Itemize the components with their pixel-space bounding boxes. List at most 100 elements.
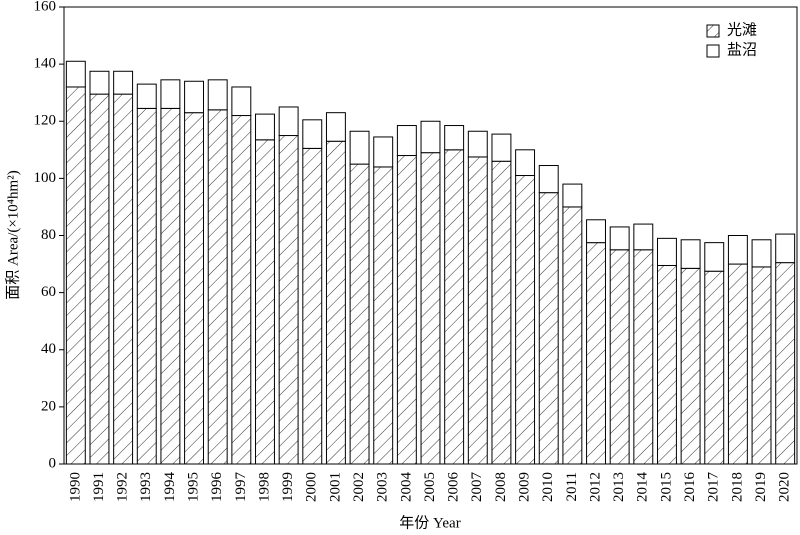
- bar-segment: [207, 79, 228, 111]
- bar-segment: [562, 206, 583, 465]
- bar-segment: [113, 93, 134, 465]
- bar-segment: [680, 267, 701, 465]
- y-tick-label: 140: [34, 56, 57, 72]
- bar-segment: [727, 263, 748, 465]
- bar-segment: [633, 223, 654, 251]
- bar-segment: [775, 233, 796, 264]
- bar-segment: [727, 235, 748, 265]
- bar-segment: [255, 113, 275, 141]
- x-tick-label: 2014: [635, 472, 651, 503]
- y-tick-label: 120: [34, 113, 57, 129]
- x-tick-label: 2019: [753, 472, 769, 502]
- bar-segment: [349, 130, 370, 165]
- bar-segment: [278, 135, 299, 465]
- bar-segment: [586, 219, 606, 244]
- bar-segment: [467, 130, 488, 158]
- x-tick-label: 1998: [256, 472, 272, 502]
- legend-label: 光滩: [727, 21, 757, 38]
- x-tick-label: 2016: [682, 472, 698, 503]
- bar-segment: [467, 156, 488, 465]
- bar-segment: [751, 266, 772, 465]
- bar-segment: [373, 136, 394, 168]
- x-tick-label: 1993: [138, 472, 154, 502]
- bar-segment: [491, 160, 512, 465]
- bar-segment: [562, 183, 583, 208]
- x-tick-label: 2011: [564, 472, 580, 501]
- x-tick-label: 1991: [91, 472, 107, 502]
- x-tick-label: 2006: [446, 472, 462, 503]
- bar-segment: [255, 139, 275, 465]
- x-tick-label: 2001: [327, 472, 343, 502]
- bar-segment: [609, 249, 630, 465]
- y-tick-label: 0: [49, 455, 57, 471]
- bar-segment: [444, 125, 465, 151]
- bar-segment: [89, 93, 110, 465]
- bar-segment: [231, 115, 252, 465]
- x-tick-label: 2017: [706, 472, 722, 503]
- bar-segment: [656, 264, 677, 465]
- y-tick-label: 60: [41, 284, 56, 300]
- y-axis-title: 面积 Area/(×10⁴hm²): [4, 170, 21, 299]
- bar-segment: [775, 262, 796, 465]
- bar-segment: [420, 152, 441, 465]
- x-tick-label: 1997: [233, 472, 249, 503]
- x-tick-label: 2008: [493, 472, 509, 502]
- x-tick-label: 2020: [777, 472, 793, 502]
- x-tick-label: 2015: [658, 472, 674, 502]
- bar-segment: [396, 155, 417, 465]
- legend-swatch: [706, 44, 720, 58]
- bar-segment: [184, 80, 205, 114]
- bar-segment: [160, 79, 181, 109]
- bar-segment: [680, 239, 701, 269]
- x-tick-label: 2004: [398, 472, 414, 503]
- bar-segment: [302, 119, 323, 149]
- y-tick-label: 40: [41, 341, 56, 357]
- bar-segment: [420, 120, 441, 154]
- legend-label: 盐沼: [727, 41, 757, 58]
- x-tick-label: 2013: [611, 472, 627, 502]
- x-tick-label: 1999: [280, 472, 296, 502]
- x-tick-label: 1996: [209, 472, 225, 503]
- x-tick-label: 2009: [517, 472, 533, 502]
- bar-segment: [65, 60, 86, 88]
- bar-segment: [396, 125, 417, 157]
- bar-segment: [89, 70, 110, 95]
- bar-segment: [515, 149, 536, 177]
- bar-segment: [704, 270, 725, 465]
- x-tick-label: 1992: [115, 472, 131, 502]
- bar-segment: [136, 107, 157, 465]
- x-tick-label: 1994: [162, 472, 178, 503]
- y-tick-label: 100: [34, 170, 57, 186]
- bar-segment: [160, 107, 181, 465]
- x-tick-label: 2000: [304, 472, 320, 502]
- bar-segment: [113, 70, 134, 95]
- bar-segment: [207, 109, 228, 465]
- bar-segment: [751, 239, 772, 268]
- x-tick-label: 2002: [351, 472, 367, 502]
- y-tick-label: 80: [41, 227, 56, 243]
- bar-segment: [609, 226, 630, 251]
- x-tick-label: 1990: [67, 472, 83, 502]
- x-tick-label: 2005: [422, 472, 438, 502]
- bar-segment: [325, 140, 346, 465]
- bar-segment: [231, 86, 252, 117]
- bar-segment: [302, 147, 323, 465]
- bar-segment: [325, 112, 346, 142]
- bar-segment: [491, 133, 512, 162]
- bar-segment: [349, 163, 370, 465]
- x-tick-label: 2010: [540, 472, 556, 502]
- x-tick-label: 2007: [469, 472, 485, 503]
- legend-swatch: [706, 24, 720, 38]
- bar-segment: [656, 237, 677, 266]
- x-tick-label: 2012: [587, 472, 603, 502]
- x-tick-label: 2018: [729, 472, 745, 502]
- bar-segment: [586, 242, 606, 465]
- bar-segment: [373, 166, 394, 465]
- bar-segment: [538, 165, 559, 194]
- x-tick-label: 1995: [185, 472, 201, 502]
- bar-segment: [515, 175, 536, 465]
- bar-segment: [278, 106, 299, 137]
- bar-segment: [704, 242, 725, 272]
- bar-segment: [538, 192, 559, 465]
